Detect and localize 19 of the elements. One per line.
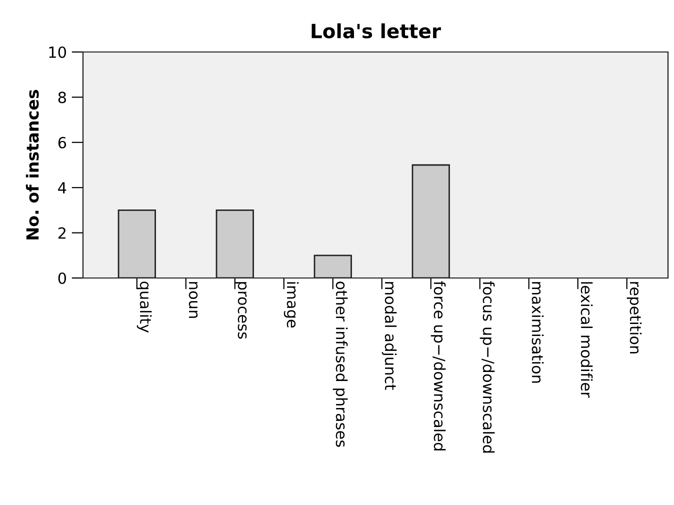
x-tick-label: quality bbox=[136, 282, 152, 333]
x-tick-label: modal adjunct bbox=[382, 282, 397, 390]
y-tick-label: 6 bbox=[58, 136, 66, 148]
y-tick-label: 10 bbox=[49, 46, 66, 58]
y-tick-label: 8 bbox=[58, 92, 66, 104]
x-tick-label: repetition bbox=[626, 282, 642, 354]
x-tick-label: maximisation bbox=[532, 282, 544, 383]
x-tick-label: force up−/downscaled bbox=[430, 281, 446, 450]
x-tick-label: lexical modifier bbox=[580, 282, 593, 398]
y-axis-title: No. of instances bbox=[26, 90, 39, 240]
chart-title: Lola's letter bbox=[312, 23, 441, 38]
y-tick-label: 2 bbox=[58, 227, 66, 239]
y-tick-label: 0 bbox=[58, 272, 66, 284]
x-tick-label: noun bbox=[188, 282, 198, 318]
x-tick-label: image bbox=[284, 282, 299, 328]
x-tick-label: process bbox=[234, 282, 247, 339]
x-tick-label: other infused phrases bbox=[332, 282, 348, 447]
y-tick-label: 4 bbox=[58, 182, 66, 194]
x-tick-label: focus up−/downscaled bbox=[480, 281, 495, 453]
